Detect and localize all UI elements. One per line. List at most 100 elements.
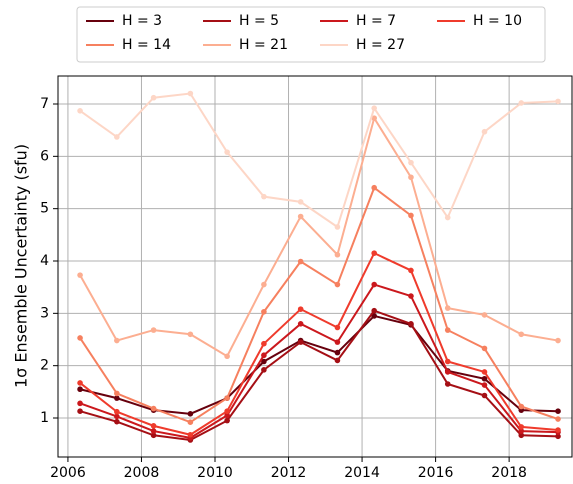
point <box>297 258 304 265</box>
point <box>224 353 230 360</box>
point <box>150 405 157 412</box>
legend-label: H = 27 <box>356 37 405 53</box>
point <box>408 212 414 219</box>
point <box>297 213 304 220</box>
point <box>371 105 377 111</box>
y-tick-label: 3 <box>40 305 49 321</box>
point <box>444 381 451 387</box>
x-tick-label: 2006 <box>50 465 86 481</box>
point <box>518 100 525 106</box>
point <box>444 305 451 311</box>
point <box>481 369 488 375</box>
point <box>224 395 230 401</box>
point <box>555 416 561 422</box>
point <box>481 392 488 399</box>
point <box>77 108 83 114</box>
point <box>261 358 267 365</box>
point <box>150 94 157 101</box>
point <box>114 408 120 415</box>
point <box>444 327 451 333</box>
point <box>150 432 157 439</box>
point <box>555 98 561 105</box>
point <box>77 408 83 415</box>
point <box>518 424 525 430</box>
series-line <box>79 92 559 229</box>
point <box>334 224 341 230</box>
point <box>408 267 414 274</box>
point <box>481 345 488 352</box>
legend-label: H = 21 <box>239 37 288 53</box>
legend-box <box>76 6 546 63</box>
y-tick-label: 7 <box>40 96 49 112</box>
legend-label: H = 3 <box>122 13 162 29</box>
point <box>334 251 341 258</box>
point <box>518 331 525 338</box>
point <box>334 339 341 345</box>
point <box>77 386 83 393</box>
point <box>371 115 377 121</box>
point <box>261 193 267 200</box>
point <box>297 199 304 205</box>
series-line <box>79 186 559 424</box>
y-tick-label: 4 <box>40 253 49 269</box>
y-axis-label: 1σ Ensemble Uncertainty (sfu) <box>12 144 31 388</box>
series-line <box>79 115 559 358</box>
point <box>224 149 230 155</box>
point <box>444 369 451 375</box>
x-tick-label: 2010 <box>197 465 233 481</box>
point <box>334 281 341 288</box>
y-tick-label: 1 <box>40 410 49 426</box>
point <box>297 321 304 327</box>
point <box>408 174 414 181</box>
point <box>187 419 194 425</box>
point <box>114 395 120 401</box>
point <box>187 331 194 338</box>
point <box>481 128 488 135</box>
point <box>518 428 525 434</box>
series-line <box>79 283 559 439</box>
point <box>334 357 341 364</box>
point <box>555 433 561 440</box>
point <box>444 358 451 365</box>
point <box>261 352 267 359</box>
point <box>77 272 83 278</box>
point <box>224 408 230 415</box>
series-line <box>79 309 559 442</box>
point <box>261 367 267 373</box>
point <box>408 321 414 327</box>
point <box>187 431 194 438</box>
point <box>261 308 267 315</box>
point <box>114 390 120 397</box>
point <box>371 184 377 191</box>
point <box>77 400 83 407</box>
point <box>518 403 525 410</box>
point <box>334 324 341 331</box>
legend-label: H = 14 <box>122 37 171 53</box>
legend-label: H = 5 <box>239 13 279 29</box>
point <box>77 335 83 341</box>
point <box>114 134 120 140</box>
point <box>77 380 83 386</box>
point <box>150 423 157 429</box>
point <box>371 313 377 319</box>
legend-label: H = 7 <box>356 13 396 29</box>
y-tick-label: 5 <box>40 201 49 217</box>
point <box>408 159 414 166</box>
x-tick-label: 2018 <box>491 465 527 481</box>
point <box>114 337 120 344</box>
x-tick-label: 2008 <box>124 465 160 481</box>
point <box>481 312 488 318</box>
point <box>371 250 377 256</box>
point <box>261 340 267 347</box>
point <box>224 417 230 424</box>
point <box>371 281 377 288</box>
point <box>224 412 230 419</box>
point <box>150 327 157 333</box>
legend-label: H = 10 <box>473 13 522 29</box>
point <box>408 293 414 299</box>
x-tick-label: 2014 <box>344 465 380 481</box>
point <box>114 413 120 420</box>
x-tick-label: 2016 <box>418 465 454 481</box>
y-tick-label: 2 <box>40 358 49 374</box>
